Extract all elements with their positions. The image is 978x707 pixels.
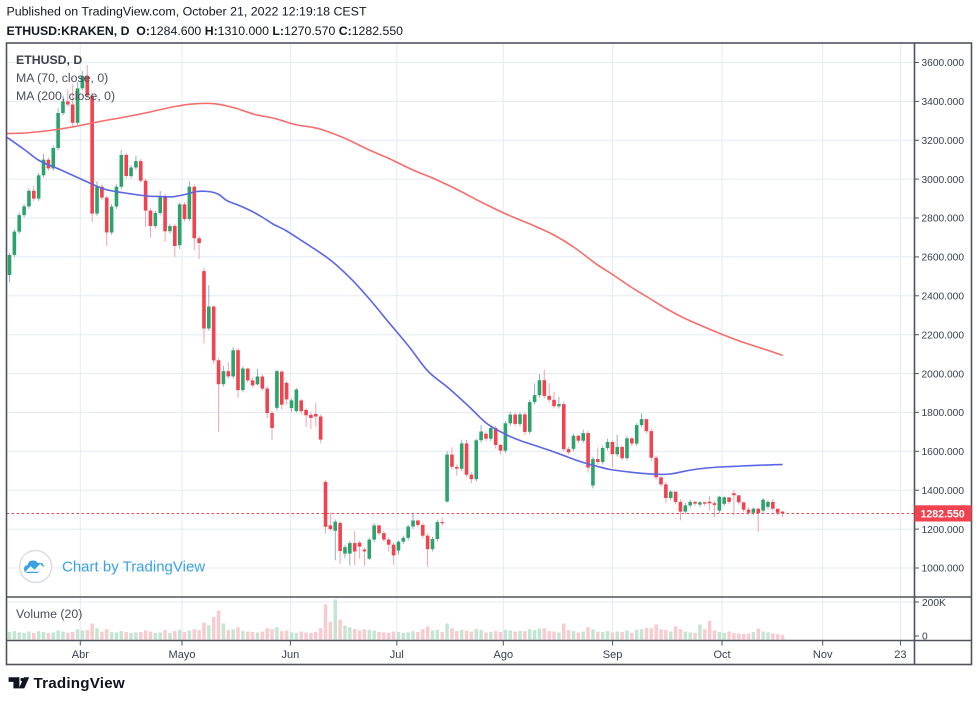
svg-text:Mayo: Mayo: [169, 649, 196, 661]
svg-text:1200.000: 1200.000: [922, 525, 965, 536]
svg-text:1282.550: 1282.550: [921, 509, 965, 521]
svg-text:Abr: Abr: [72, 649, 89, 661]
svg-text:2000.000: 2000.000: [922, 369, 965, 380]
svg-text:2800.000: 2800.000: [922, 214, 965, 225]
svg-text:ETHUSD, D: ETHUSD, D: [16, 53, 82, 67]
svg-text:1400.000: 1400.000: [922, 486, 965, 497]
svg-text:23: 23: [894, 649, 906, 661]
svg-text:Chart by TradingView: Chart by TradingView: [62, 559, 205, 576]
svg-text:200K: 200K: [922, 598, 946, 609]
svg-text:Ago: Ago: [494, 649, 514, 661]
svg-text:1000.000: 1000.000: [922, 564, 965, 575]
svg-text:3400.000: 3400.000: [922, 97, 965, 108]
svg-text:Sep: Sep: [603, 649, 623, 661]
svg-text:TradingView: TradingView: [34, 675, 125, 692]
svg-text:2200.000: 2200.000: [922, 330, 965, 341]
svg-text:Nov: Nov: [813, 649, 833, 661]
svg-text:MA (200, close, 0): MA (200, close, 0): [16, 89, 115, 103]
svg-text:Published on TradingView.com,: Published on TradingView.com, October 21…: [7, 5, 367, 19]
svg-text:Volume (20): Volume (20): [16, 607, 82, 621]
svg-text:Oct: Oct: [713, 649, 730, 661]
svg-text:3600.000: 3600.000: [922, 58, 965, 69]
svg-text:2400.000: 2400.000: [922, 292, 965, 303]
svg-text:MA (70, close, 0): MA (70, close, 0): [16, 71, 108, 85]
svg-text:3200.000: 3200.000: [922, 136, 965, 147]
svg-text:2600.000: 2600.000: [922, 253, 965, 264]
svg-text:ETHUSD:KRAKEN, D O:1284.600 H: ETHUSD:KRAKEN, D O:1284.600 H:1310.000 L…: [7, 24, 404, 38]
svg-text:Jul: Jul: [390, 649, 404, 661]
svg-text:0: 0: [922, 632, 928, 643]
svg-text:Jun: Jun: [282, 649, 300, 661]
svg-text:1600.000: 1600.000: [922, 447, 965, 458]
svg-text:3000.000: 3000.000: [922, 175, 965, 186]
svg-text:1800.000: 1800.000: [922, 408, 965, 419]
